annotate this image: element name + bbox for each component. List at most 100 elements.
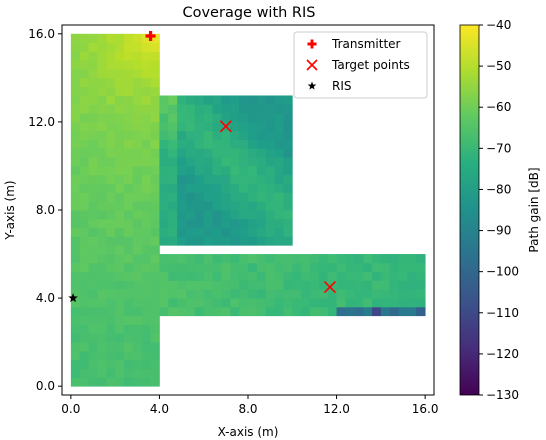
heatmap-cell — [88, 157, 98, 167]
heatmap-cell — [159, 121, 169, 132]
heatmap-cell — [336, 306, 346, 317]
heatmap-cell — [194, 157, 205, 167]
heatmap-cell — [124, 324, 134, 334]
heatmap-cell — [97, 95, 107, 105]
heatmap-cell — [88, 306, 98, 317]
heatmap-cell — [124, 236, 134, 246]
heatmap-cell — [239, 95, 249, 105]
heatmap-cell — [106, 298, 116, 308]
heatmap-cell — [97, 183, 107, 193]
heatmap-cell — [115, 298, 125, 308]
heatmap-cell — [203, 271, 213, 281]
heatmap-cell — [265, 210, 275, 220]
heatmap-cell — [141, 51, 151, 61]
heatmap-cell — [221, 174, 231, 184]
heatmap-cell — [141, 333, 151, 343]
heatmap-cell — [194, 201, 205, 211]
colorbar-tick-label: −60 — [486, 100, 511, 114]
heatmap-cell — [124, 218, 134, 229]
heatmap-cell — [274, 227, 284, 237]
heatmap-cell — [283, 104, 293, 114]
heatmap-cell — [150, 210, 160, 220]
heatmap-cell — [265, 271, 275, 281]
heatmap-cell — [70, 342, 81, 352]
heatmap-cell — [168, 174, 178, 184]
heatmap-cell — [79, 121, 89, 132]
heatmap-cell — [345, 254, 355, 264]
y-tick-label: 8.0 — [36, 203, 55, 217]
heatmap-cell — [150, 359, 160, 369]
heatmap-cell — [248, 95, 258, 105]
heatmap-cell — [106, 86, 116, 96]
heatmap-cell — [141, 306, 151, 317]
heatmap-cell — [132, 174, 143, 184]
x-tick-label: 4.0 — [150, 402, 169, 416]
heatmap-cell — [124, 271, 134, 281]
heatmap-cell — [221, 139, 231, 149]
heatmap-cell — [88, 130, 98, 140]
heatmap-cell — [416, 280, 426, 290]
heatmap-cell — [168, 130, 178, 140]
heatmap-cell — [150, 77, 160, 88]
heatmap-cell — [186, 148, 196, 158]
heatmap-cell — [141, 130, 151, 140]
heatmap-cell — [265, 298, 275, 308]
heatmap-cell — [398, 254, 408, 264]
heatmap-cell — [380, 289, 391, 299]
heatmap-cell — [79, 95, 89, 105]
heatmap-cell — [79, 183, 89, 193]
heatmap-cell — [168, 210, 178, 220]
heatmap-cell — [372, 280, 382, 290]
heatmap-cell — [194, 218, 205, 229]
heatmap-cell — [283, 218, 293, 229]
heatmap-cell — [88, 333, 98, 343]
heatmap-cell — [150, 33, 160, 44]
heatmap-cell — [106, 236, 116, 246]
heatmap-cell — [106, 165, 116, 176]
heatmap-cell — [407, 262, 417, 273]
heatmap-cell — [230, 148, 240, 158]
heatmap-cell — [212, 192, 222, 202]
heatmap-cell — [248, 183, 258, 193]
heatmap-cell — [124, 148, 134, 158]
heatmap-cell — [221, 280, 231, 290]
heatmap-cell — [318, 306, 329, 317]
heatmap-cell — [79, 298, 89, 308]
heatmap-cell — [407, 254, 417, 264]
heatmap-cell — [141, 262, 151, 273]
heatmap-cell — [88, 218, 98, 229]
heatmap-cell — [221, 271, 231, 281]
heatmap-cell — [283, 227, 293, 237]
legend-marker — [306, 59, 318, 71]
heatmap-cell — [186, 236, 196, 246]
heatmap-cell — [168, 95, 178, 105]
heatmap-cell — [265, 121, 275, 132]
heatmap-cell — [248, 201, 258, 211]
heatmap-cell — [248, 236, 258, 246]
heatmap-cell — [212, 104, 222, 114]
heatmap-cell — [132, 139, 143, 149]
heatmap-cell — [115, 51, 125, 61]
heatmap-cell — [292, 280, 302, 290]
heatmap-cell — [283, 289, 293, 299]
heatmap-cell — [256, 183, 267, 193]
heatmap-cell — [106, 201, 116, 211]
heatmap-cell — [115, 104, 125, 114]
heatmap-cell — [230, 113, 240, 123]
legend: Transmitter Target points RIS — [293, 31, 428, 99]
heatmap-cell — [70, 130, 81, 140]
heatmap-cell — [150, 86, 160, 96]
heatmap-cell — [141, 227, 151, 237]
heatmap-cell — [70, 218, 81, 229]
heatmap-cell — [221, 289, 231, 299]
heatmap-cell — [124, 333, 134, 343]
heatmap-cell — [407, 289, 417, 299]
heatmap-cell — [150, 254, 160, 264]
heatmap-cell — [141, 271, 151, 281]
heatmap-cell — [265, 192, 275, 202]
heatmap-cell — [79, 42, 89, 52]
heatmap-cell — [79, 51, 89, 61]
heatmap-cell — [150, 350, 160, 361]
heatmap-cell — [141, 69, 151, 79]
heatmap-cell — [168, 271, 178, 281]
